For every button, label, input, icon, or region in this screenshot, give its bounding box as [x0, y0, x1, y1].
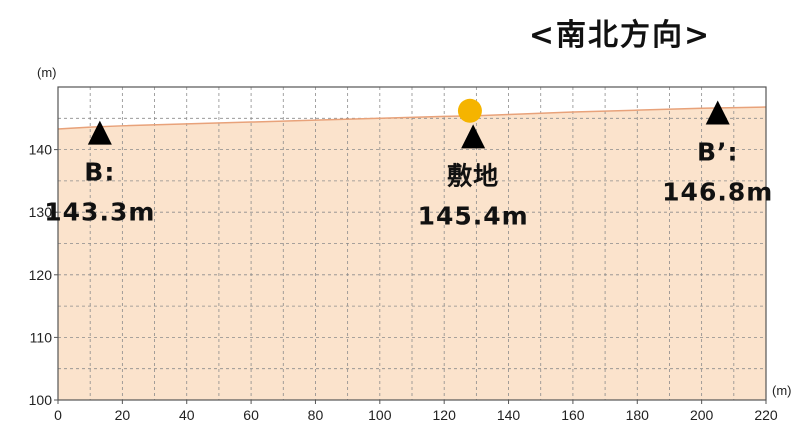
y-tick-label: 100: [29, 392, 53, 408]
annotation-triangle: [87, 120, 112, 145]
terrain-line: [57, 106, 767, 130]
y-tick-label: 140: [29, 142, 53, 158]
x-tick-label: 60: [243, 407, 259, 423]
x-tick-label: 180: [626, 407, 650, 423]
y-tick-label: 110: [30, 329, 53, 345]
annotation-value: 146.8m: [662, 178, 773, 207]
annotation-value: 145.4m: [418, 201, 529, 230]
annotation-triangle: [705, 100, 730, 125]
x-tick-label: 100: [368, 407, 392, 423]
x-tick-label: 160: [561, 407, 585, 423]
plot-frame: [57, 86, 767, 401]
annotation-label: 敷地: [447, 161, 499, 190]
y-axis-unit: (m): [37, 65, 57, 80]
x-tick-label: 40: [179, 407, 195, 423]
annotation-label: B’:: [697, 138, 739, 167]
x-tick-label: 0: [54, 407, 62, 423]
annotation-label: B:: [84, 158, 115, 187]
terrain-area: [58, 107, 766, 401]
annotation-triangle: [461, 124, 486, 149]
chart-title: <南北方向>: [529, 18, 711, 53]
site-marker: [457, 98, 482, 123]
y-tick-label: 130: [29, 204, 53, 220]
x-axis-unit: (m): [772, 383, 792, 398]
y-tick-label: 120: [29, 267, 53, 283]
plot-area: 0 20 40 60 80 100 120 140 160 180 200 220 100 110 120 1…: [29, 86, 778, 423]
x-tick-label: 140: [497, 407, 521, 423]
x-tick-label: 200: [690, 407, 714, 423]
annotation-value: 143.3m: [44, 198, 155, 227]
x-tick-label: 120: [433, 407, 457, 423]
x-tick-label: 20: [115, 407, 131, 423]
x-tick-label: 220: [754, 407, 778, 423]
x-tick-label: 80: [308, 407, 324, 423]
